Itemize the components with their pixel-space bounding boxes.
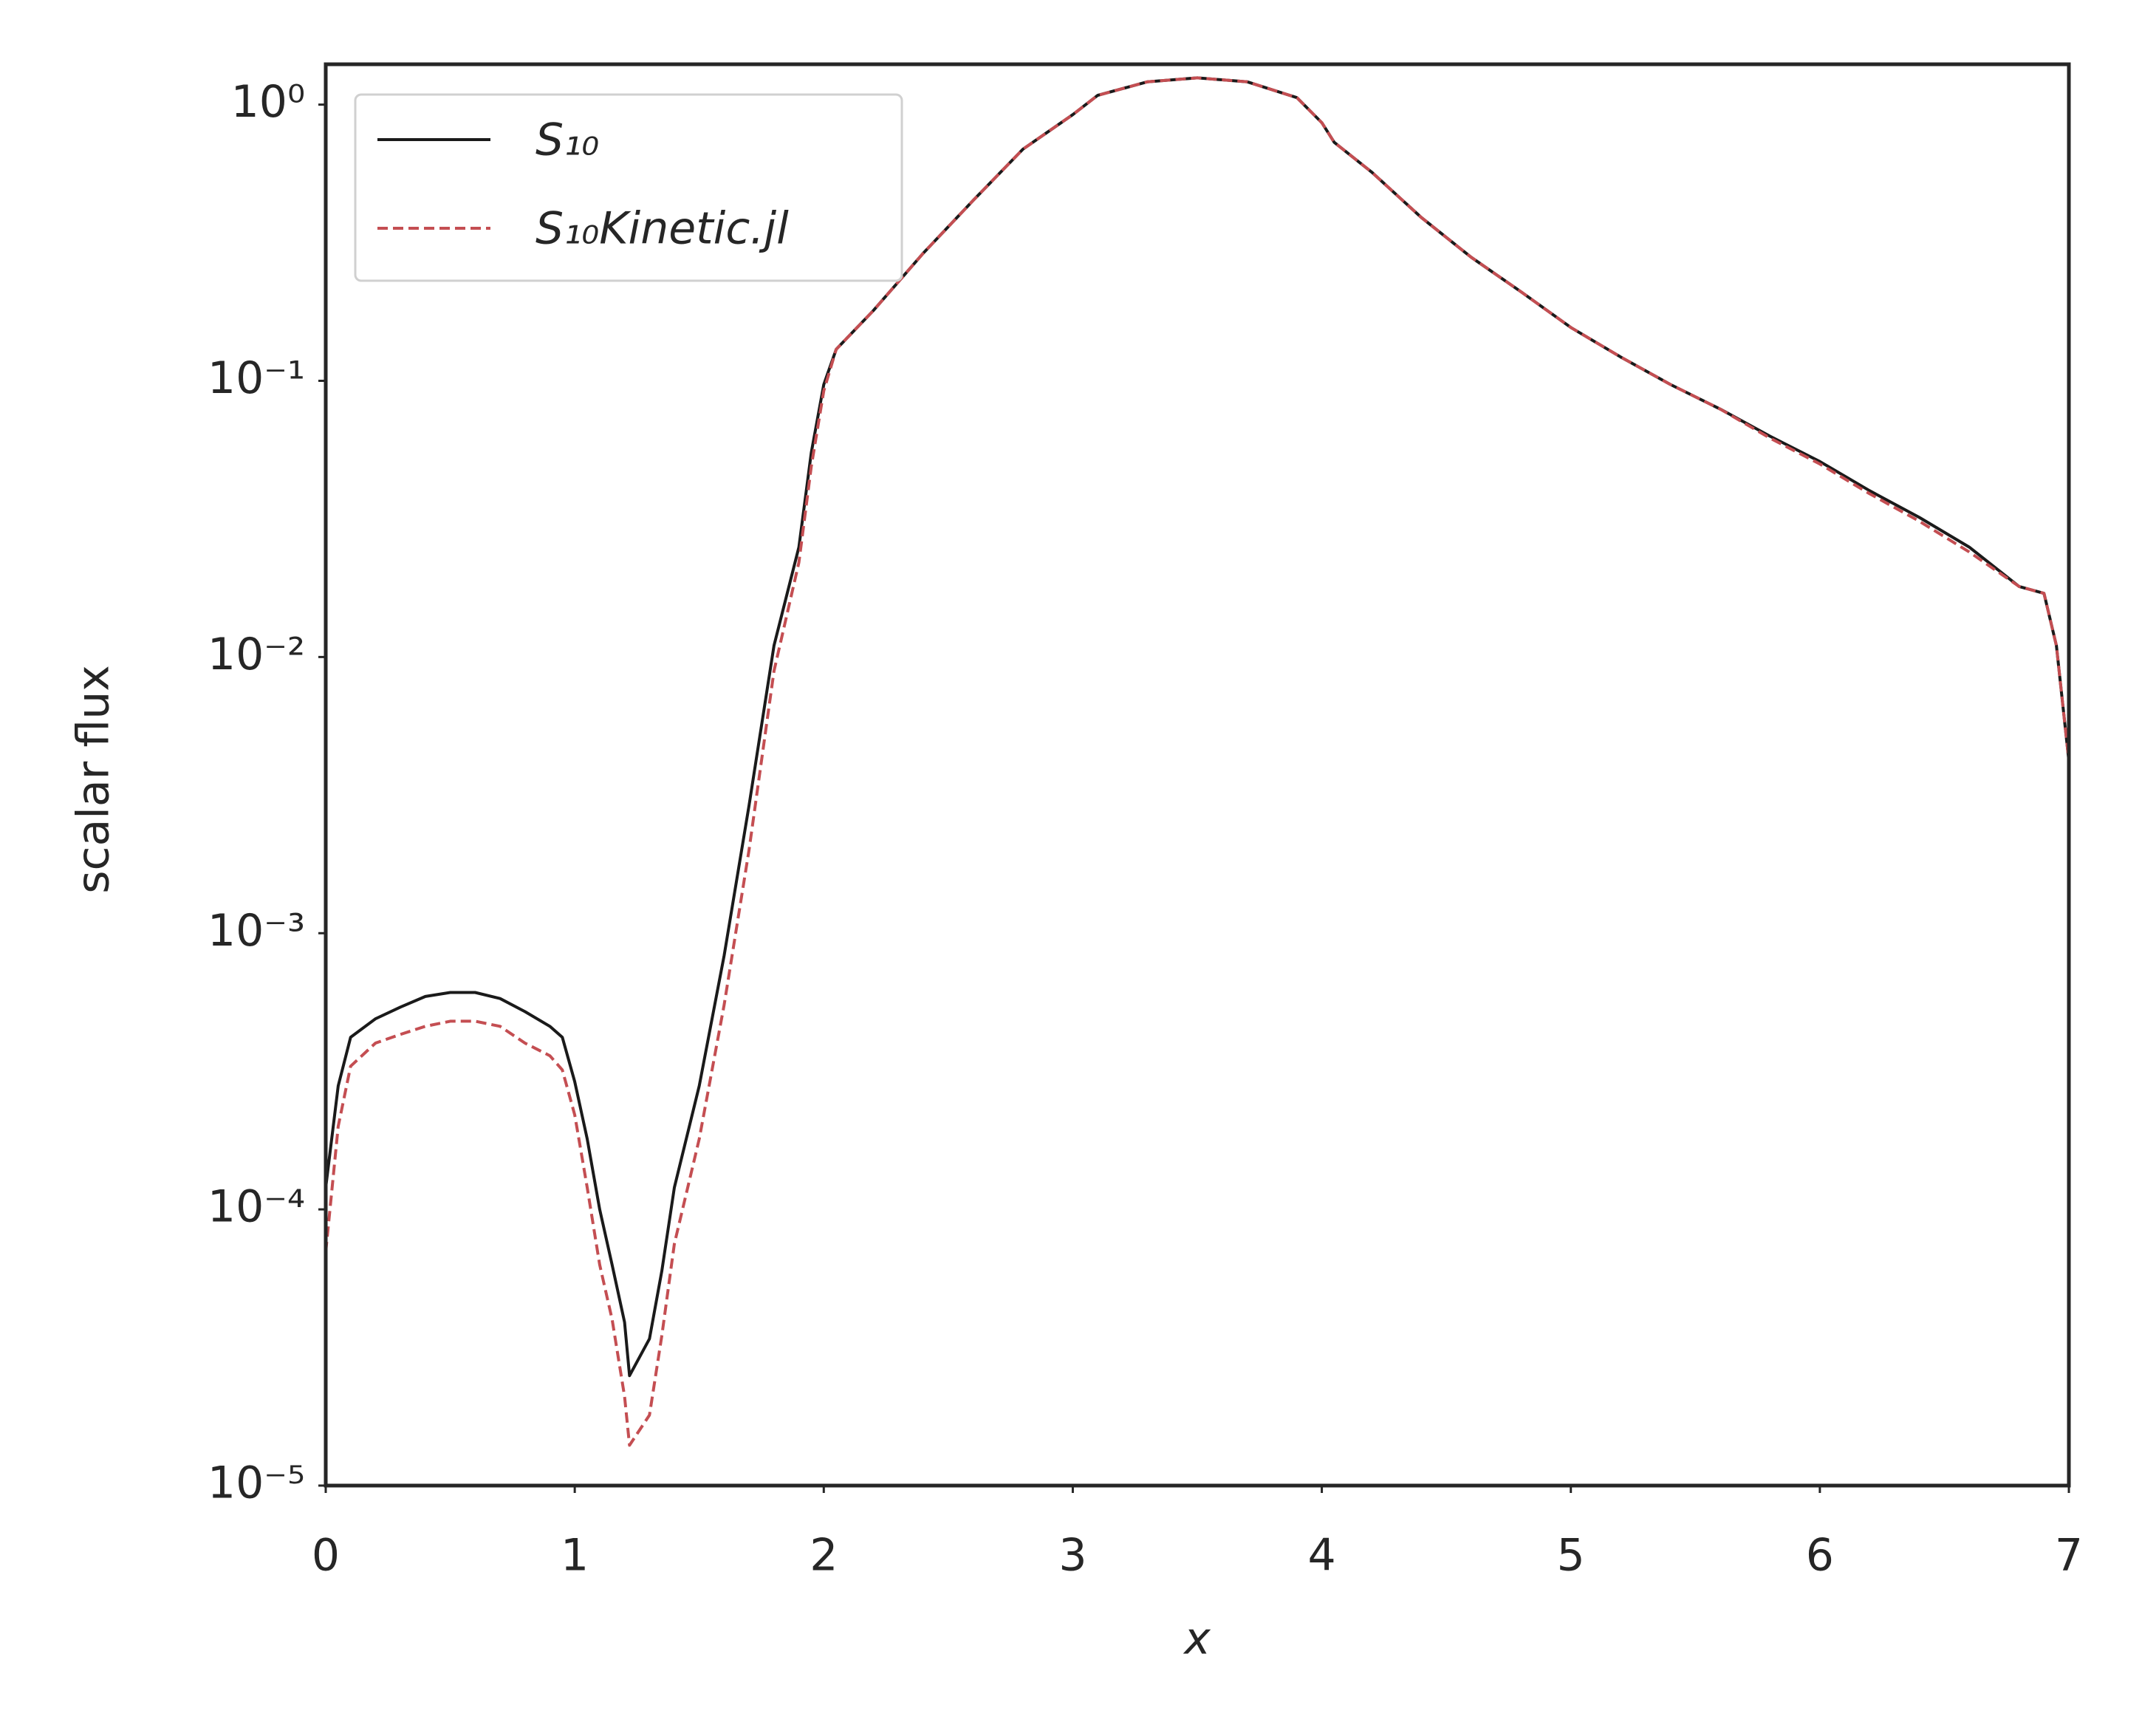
x-tick-label: 0 (312, 1530, 340, 1582)
legend-box (354, 93, 903, 282)
x-tick-label: 3 (1058, 1530, 1087, 1582)
x-tick-label: 2 (810, 1530, 838, 1582)
x-tick-label: 5 (1557, 1530, 1585, 1582)
y-axis-label: scalar flux (68, 665, 120, 894)
y-tick-label: 10⁻⁴ (208, 1181, 305, 1233)
x-tick-label: 4 (1307, 1530, 1335, 1582)
y-tick-label: 10⁻¹ (208, 352, 305, 404)
series-line (324, 76, 2070, 1447)
x-axis-label: x (1183, 1613, 1211, 1665)
legend-label: S₁₀ (536, 115, 599, 166)
y-tick-label: 10⁻⁵ (208, 1458, 305, 1509)
legend-label: S₁₀Kinetic.jl (536, 203, 789, 255)
y-tick-label: 10⁻³ (208, 905, 305, 957)
plot-frame (324, 62, 2071, 1488)
y-tick-label: 10⁻² (208, 629, 305, 680)
x-tick-label: 1 (561, 1530, 589, 1582)
y-tick-label: 10⁰ (231, 76, 305, 128)
x-tick-label: 7 (2055, 1530, 2083, 1582)
x-tick-label: 6 (1806, 1530, 1834, 1582)
